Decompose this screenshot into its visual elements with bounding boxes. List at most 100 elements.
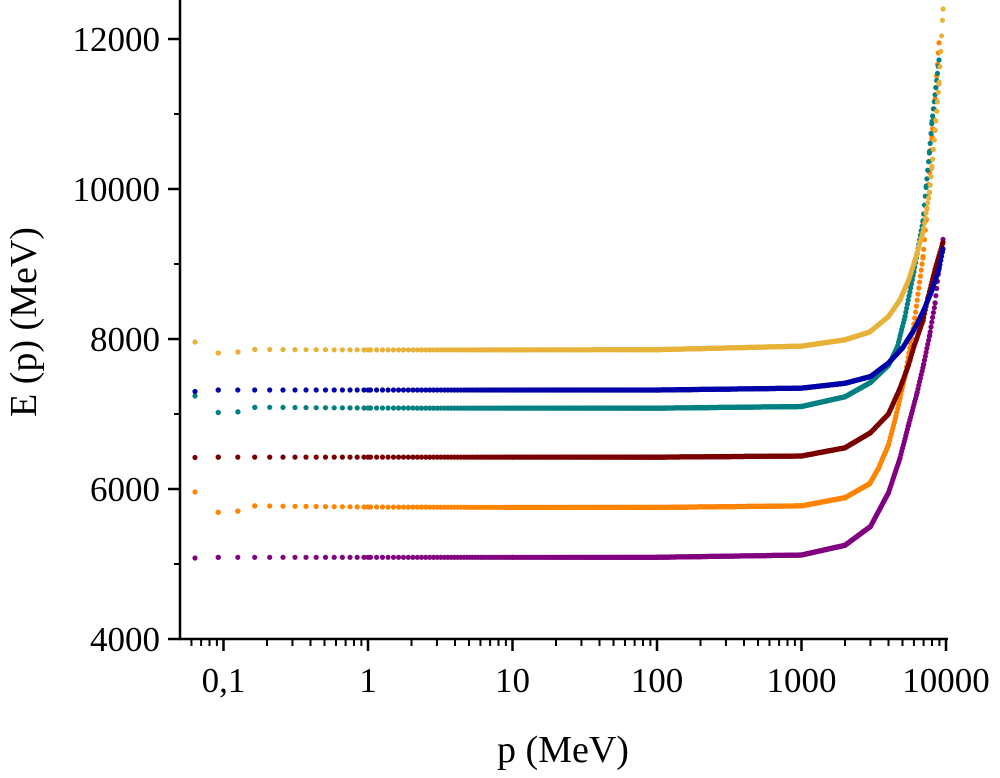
data-point — [303, 387, 309, 393]
data-point — [267, 554, 273, 560]
data-point — [927, 140, 933, 146]
data-point — [390, 347, 397, 353]
data-point — [410, 504, 416, 510]
data-point — [280, 347, 286, 353]
data-point — [267, 454, 273, 460]
data-point — [396, 387, 402, 393]
data-point — [423, 554, 429, 560]
data-point — [934, 70, 941, 76]
data-point — [924, 205, 930, 211]
data-point — [192, 489, 198, 495]
data-point — [252, 554, 258, 560]
data-point — [939, 249, 946, 255]
data-point — [438, 405, 444, 411]
data-point — [933, 118, 939, 124]
data-point — [280, 387, 286, 393]
data-point — [379, 405, 386, 411]
data-point — [292, 347, 298, 353]
data-point — [915, 291, 921, 297]
data-point — [938, 257, 944, 263]
data-point — [928, 130, 934, 137]
data-point — [303, 405, 309, 411]
data-point — [903, 309, 909, 315]
data-point — [434, 504, 440, 510]
data-point — [932, 300, 938, 306]
data-point — [430, 504, 437, 510]
x-tick-label: 1000 — [767, 661, 837, 700]
data-point — [347, 454, 353, 460]
data-point — [390, 387, 397, 393]
data-point — [235, 349, 241, 355]
data-point — [354, 554, 360, 560]
data-point — [414, 554, 420, 560]
data-point — [434, 387, 440, 393]
data-point — [913, 309, 919, 315]
data-point — [914, 297, 920, 303]
data-point — [252, 503, 258, 509]
data-point — [929, 165, 935, 171]
data-point — [932, 127, 938, 133]
data-point — [400, 405, 407, 411]
data-point — [331, 405, 337, 411]
data-point — [396, 554, 402, 560]
data-point — [322, 387, 329, 393]
data-point — [252, 346, 258, 353]
data-point — [928, 324, 934, 330]
data-point — [414, 504, 420, 510]
data-point — [390, 554, 397, 560]
data-point — [434, 347, 440, 353]
data-point — [405, 387, 411, 393]
data-point — [414, 454, 420, 460]
data-point — [313, 387, 319, 393]
data-point — [414, 387, 420, 393]
data-marks — [192, 6, 946, 561]
data-point — [379, 454, 386, 460]
data-point — [280, 503, 286, 509]
data-point — [331, 347, 337, 353]
data-point — [235, 454, 241, 460]
data-point — [339, 454, 345, 460]
y-tick-label: 4000 — [90, 620, 160, 659]
data-point — [354, 347, 360, 353]
data-point — [423, 405, 429, 411]
x-tick-label: 10000 — [902, 661, 990, 700]
data-point — [396, 454, 402, 460]
data-point — [361, 454, 367, 460]
data-point — [928, 174, 934, 180]
series-orange — [192, 40, 942, 515]
data-point — [430, 347, 437, 353]
data-point — [390, 504, 397, 510]
data-point — [390, 405, 397, 411]
data-point — [924, 176, 930, 182]
data-point — [418, 405, 425, 411]
data-point — [917, 273, 924, 279]
data-point — [902, 313, 908, 319]
data-point — [339, 387, 345, 393]
data-point — [347, 504, 353, 510]
data-point — [438, 347, 444, 353]
data-point — [936, 40, 942, 46]
data-point — [405, 504, 411, 510]
data-point — [913, 303, 920, 309]
data-point — [235, 554, 241, 560]
data-point — [922, 353, 928, 359]
data-point — [379, 504, 386, 510]
data-point — [937, 64, 943, 70]
data-point — [923, 210, 929, 216]
data-point — [396, 347, 402, 353]
data-point — [367, 347, 374, 353]
data-point — [418, 454, 425, 460]
data-point — [917, 279, 923, 285]
data-point — [905, 297, 911, 303]
data-point — [934, 108, 940, 114]
data-point — [374, 554, 380, 560]
data-point — [192, 339, 198, 345]
data-point — [405, 554, 411, 560]
data-point — [347, 554, 353, 560]
data-point — [292, 404, 298, 411]
data-point — [926, 190, 933, 196]
data-point — [374, 387, 380, 393]
data-point — [354, 454, 360, 460]
data-point — [252, 404, 258, 410]
data-point — [934, 99, 941, 105]
